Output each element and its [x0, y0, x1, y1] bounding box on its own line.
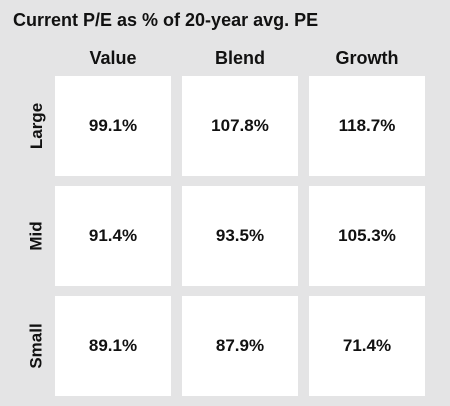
cell-mid-value: 91.4% [55, 186, 171, 286]
row-label-large: Large [22, 76, 52, 176]
cell-mid-growth: 105.3% [309, 186, 425, 286]
cell-large-value: 99.1% [55, 76, 171, 176]
row-label-large-text: Large [27, 102, 47, 150]
column-header-growth: Growth [335, 48, 399, 68]
cell-large-growth: 118.7% [309, 76, 425, 176]
column-header-blend: Blend [214, 48, 265, 68]
cell-large-blend: 107.8% [182, 76, 298, 176]
cell-small-growth: 71.4% [309, 296, 425, 396]
cell-mid-blend: 93.5% [182, 186, 298, 286]
row-label-mid: Mid [22, 186, 52, 286]
row-label-small: Small [22, 296, 52, 396]
row-label-small-text: Small [27, 323, 47, 369]
cell-small-blend: 87.9% [182, 296, 298, 396]
chart-title: Current P/E as % of 20-year avg. PE [13, 10, 319, 30]
column-header-value: Value [89, 48, 137, 68]
cell-small-value: 89.1% [55, 296, 171, 396]
row-label-mid-text: Mid [27, 221, 46, 251]
